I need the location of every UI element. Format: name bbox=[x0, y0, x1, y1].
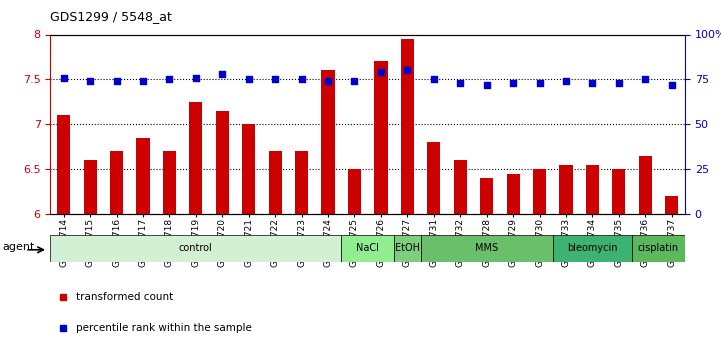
Text: percentile rank within the sample: percentile rank within the sample bbox=[76, 323, 252, 333]
Bar bbox=[322, 70, 335, 214]
FancyBboxPatch shape bbox=[394, 235, 420, 262]
Point bbox=[349, 78, 360, 84]
Text: EtOH: EtOH bbox=[395, 244, 420, 253]
Point bbox=[322, 78, 334, 84]
Bar bbox=[136, 138, 150, 214]
Bar bbox=[268, 151, 282, 214]
Text: MMS: MMS bbox=[475, 244, 498, 253]
Bar bbox=[163, 151, 176, 214]
Point bbox=[296, 77, 307, 82]
FancyBboxPatch shape bbox=[632, 235, 685, 262]
Text: transformed count: transformed count bbox=[76, 292, 173, 302]
Bar bbox=[559, 165, 572, 214]
Point bbox=[243, 77, 255, 82]
Bar bbox=[348, 169, 361, 214]
Bar bbox=[216, 111, 229, 214]
Point bbox=[111, 78, 123, 84]
Point bbox=[534, 80, 545, 86]
Bar bbox=[506, 174, 520, 214]
Point bbox=[508, 80, 519, 86]
Point bbox=[137, 78, 149, 84]
Bar bbox=[374, 61, 387, 214]
Point bbox=[216, 71, 228, 77]
Point bbox=[428, 77, 440, 82]
Text: GDS1299 / 5548_at: GDS1299 / 5548_at bbox=[50, 10, 172, 23]
Text: cisplatin: cisplatin bbox=[638, 244, 679, 253]
Bar bbox=[533, 169, 547, 214]
Point bbox=[270, 77, 281, 82]
Point bbox=[402, 68, 413, 73]
Point bbox=[454, 80, 466, 86]
Bar bbox=[401, 39, 414, 214]
Bar bbox=[189, 102, 203, 214]
Point bbox=[613, 80, 624, 86]
Bar bbox=[639, 156, 652, 214]
Bar bbox=[110, 151, 123, 214]
Bar bbox=[480, 178, 493, 214]
Point bbox=[481, 82, 492, 88]
Point bbox=[190, 75, 202, 80]
Point bbox=[560, 78, 572, 84]
Point bbox=[666, 82, 678, 88]
Point bbox=[58, 75, 69, 80]
FancyBboxPatch shape bbox=[341, 235, 394, 262]
Bar bbox=[57, 115, 71, 214]
Bar bbox=[242, 124, 255, 214]
Point bbox=[84, 78, 96, 84]
Point bbox=[164, 77, 175, 82]
Point bbox=[640, 77, 651, 82]
Point bbox=[587, 80, 598, 86]
FancyBboxPatch shape bbox=[50, 235, 341, 262]
Bar bbox=[665, 196, 678, 214]
Bar bbox=[427, 142, 441, 214]
Text: NaCl: NaCl bbox=[356, 244, 379, 253]
Bar bbox=[84, 160, 97, 214]
Text: control: control bbox=[179, 244, 213, 253]
Bar bbox=[454, 160, 466, 214]
Bar bbox=[612, 169, 625, 214]
FancyBboxPatch shape bbox=[420, 235, 553, 262]
Bar bbox=[585, 165, 599, 214]
Text: agent: agent bbox=[3, 242, 35, 252]
FancyBboxPatch shape bbox=[553, 235, 632, 262]
Text: bleomycin: bleomycin bbox=[567, 244, 618, 253]
Point bbox=[375, 69, 386, 75]
Bar bbox=[295, 151, 308, 214]
